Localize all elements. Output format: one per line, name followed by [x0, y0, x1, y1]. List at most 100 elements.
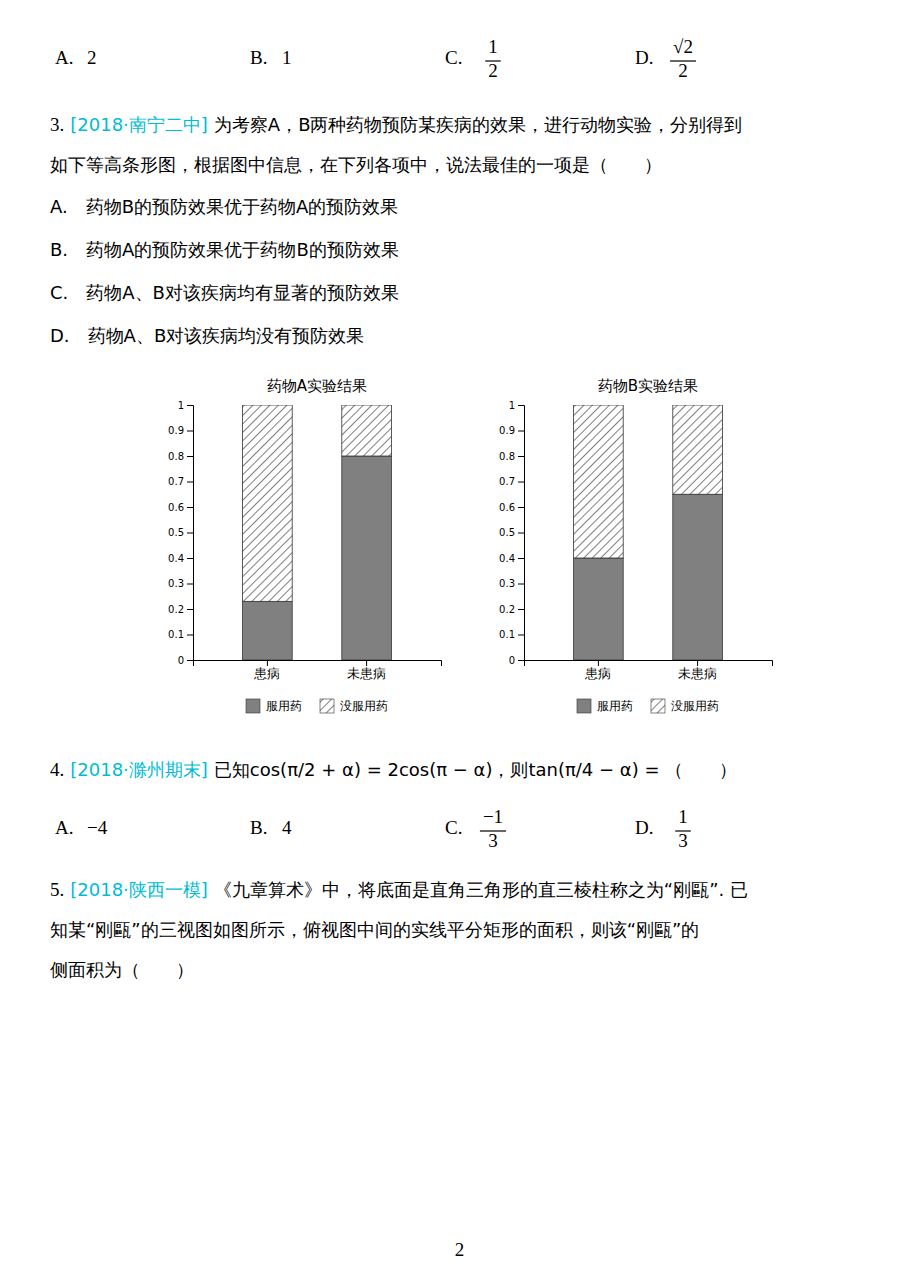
y-tick-label: 1: [178, 400, 184, 411]
tick-mark: [518, 507, 524, 508]
choice-label: C.: [445, 817, 462, 838]
question-line: 如下等高条形图，根据图中信息，在下列各项中，说法最佳的一项是（ ）: [50, 154, 662, 175]
x-tick: 患病: [584, 660, 611, 681]
y-tick-label: 0.8: [168, 451, 184, 462]
tick-mark: [187, 456, 193, 457]
legend-swatch: [320, 699, 334, 713]
option-line: D. 药物A、B对该疾病均没有预防效果: [50, 325, 364, 346]
legend-label: 没服用药: [340, 699, 388, 713]
y-tick: 0.3: [168, 578, 193, 589]
tick-mark: [518, 558, 524, 559]
x-tick: 未患病: [347, 660, 386, 681]
page-number: 2: [455, 1239, 465, 1260]
y-tick: 0: [509, 655, 524, 666]
tick-mark: [518, 660, 524, 661]
tick-mark: [187, 405, 193, 406]
question-text: 已知cos(π/2 + α) = 2cos(π − α)，则tan(π/4 − …: [214, 759, 737, 780]
legend-swatch: [577, 699, 591, 713]
y-tick-label: 0.2: [499, 604, 515, 615]
choice: D.13: [635, 806, 691, 851]
y-tick-label: 0.6: [499, 502, 515, 513]
chart: 药物A实验结果00.10.20.30.40.50.60.70.80.91患病未患…: [168, 377, 441, 713]
y-tick-label: 0: [509, 655, 515, 666]
option-line: B. 药物A的预防效果优于药物B的预防效果: [50, 239, 399, 260]
bars: [243, 405, 392, 660]
tick-mark: [518, 431, 524, 432]
fraction-denominator: 3: [488, 830, 498, 851]
y-tick-label: 0.4: [499, 553, 515, 564]
chart: 药物B实验结果00.10.20.30.40.50.60.70.80.91患病未患…: [499, 377, 772, 713]
choice: B.1: [250, 47, 292, 68]
y-tick-label: 0.2: [168, 604, 184, 615]
question-source: [2018·南宁二中]: [70, 114, 208, 135]
y-tick-label: 0.3: [168, 578, 184, 589]
tick-mark: [518, 405, 524, 406]
fraction-numerator: 1: [488, 36, 498, 57]
question-line: 知某“刚甌”的三视图如图所示，俯视图中间的实线平分矩形的面积，则该“刚甌”的: [50, 919, 699, 940]
bar-segment: [673, 494, 723, 660]
bar-segment: [342, 456, 392, 660]
x-axis: 患病 未患病: [525, 660, 773, 681]
tick-mark: [518, 635, 524, 636]
tick-mark: [366, 660, 367, 666]
tick-mark: [187, 507, 193, 508]
fraction-numerator: −1: [483, 806, 503, 827]
axis-line: [187, 406, 194, 661]
axis-line: [525, 661, 773, 667]
y-tick: 0.8: [168, 451, 193, 462]
y-tick-label: 0.9: [168, 425, 184, 436]
choice: A.2: [55, 47, 97, 68]
y-tick-label: 0: [178, 655, 184, 666]
choice-value: −4: [87, 817, 108, 838]
bar-segment: [243, 405, 293, 601]
question-source: [2018·滁州期末]: [70, 759, 208, 780]
choice-label: D.: [635, 817, 653, 838]
choice: A. −4: [55, 817, 108, 838]
y-tick-label: 1: [509, 400, 515, 411]
fraction-bar: [670, 60, 696, 61]
y-tick: 0.9: [168, 425, 193, 436]
bar-segment: [673, 405, 723, 494]
y-axis: 00.10.20.30.40.50.60.70.80.91: [168, 400, 193, 666]
tick-mark: [518, 584, 524, 585]
fraction-bar: [485, 60, 501, 61]
y-tick: 0.4: [499, 553, 524, 564]
legend-swatch: [651, 699, 665, 713]
chart-title: 药物A实验结果: [267, 377, 367, 395]
tick-mark: [187, 533, 193, 534]
choice: C.12: [445, 36, 501, 81]
y-tick-label: 0.5: [168, 527, 184, 538]
x-tick-label: 未患病: [678, 666, 717, 681]
y-tick: 0.5: [499, 527, 524, 538]
x-tick-label: 未患病: [347, 666, 386, 681]
choice-value: 4: [282, 817, 292, 838]
tick-mark: [187, 482, 193, 483]
choice-value: 1: [282, 47, 292, 68]
y-tick: 0.6: [499, 502, 524, 513]
y-tick: 0.2: [499, 604, 524, 615]
question-line: 侧面积为（ ）: [50, 959, 194, 980]
y-tick: 0.2: [168, 604, 193, 615]
tick-mark: [598, 660, 599, 666]
legend-label: 服用药: [597, 699, 633, 713]
bars: [574, 405, 723, 660]
y-tick-label: 0.8: [499, 451, 515, 462]
legend-swatch: [246, 699, 260, 713]
bar-segment: [342, 405, 392, 456]
question-number: 5.: [50, 879, 64, 900]
choice-label: D.: [635, 47, 653, 68]
y-tick-label: 0.4: [168, 553, 184, 564]
fraction-bar: [480, 830, 506, 831]
y-axis: 00.10.20.30.40.50.60.70.80.91: [499, 400, 524, 666]
legend-label: 服用药: [266, 699, 302, 713]
tick-mark: [518, 609, 524, 610]
option-line: A. 药物B的预防效果优于药物A的预防效果: [50, 196, 398, 217]
y-tick: 0.1: [168, 629, 193, 640]
tick-mark: [267, 660, 268, 666]
fraction-bar: [675, 830, 691, 831]
bar-segment: [574, 558, 624, 660]
choice-label: A.: [55, 47, 73, 68]
choice-label: A.: [55, 817, 73, 838]
y-tick-label: 0.7: [168, 476, 184, 487]
question-text: 《九章算术》中，将底面是直角三角形的直三棱柱称之为“刚甌”. 已: [214, 879, 748, 900]
